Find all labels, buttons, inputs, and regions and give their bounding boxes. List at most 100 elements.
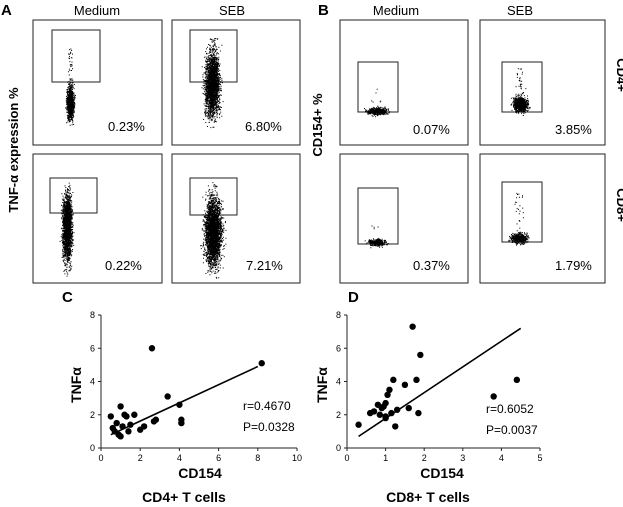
event-cloud bbox=[364, 88, 391, 118]
data-point bbox=[393, 406, 401, 413]
data-point bbox=[113, 419, 120, 427]
data-point bbox=[370, 408, 378, 415]
regression-line bbox=[110, 365, 259, 436]
x-tick-label: 5 bbox=[537, 453, 542, 463]
chart-c-stat-r: r=0.4670 bbox=[243, 399, 291, 413]
chart-d-ylabel: TNFα bbox=[314, 367, 330, 403]
data-point bbox=[409, 323, 416, 330]
panel-b-col-medium: Medium bbox=[373, 3, 419, 18]
data-point bbox=[392, 423, 399, 430]
data-point bbox=[148, 345, 156, 352]
event-cloud bbox=[200, 182, 227, 279]
pct-a-medium-cd8: 0.22% bbox=[105, 258, 142, 273]
flow-a-seb-cd4 bbox=[171, 19, 301, 146]
y-tick-label: 6 bbox=[90, 343, 95, 353]
data-point bbox=[178, 416, 185, 423]
x-tick-label: 2 bbox=[138, 453, 143, 463]
y-tick-label: 0 bbox=[336, 443, 341, 453]
gate-a1 bbox=[51, 29, 101, 83]
panel-a-col-medium: Medium bbox=[74, 3, 120, 18]
y-tick-label: 8 bbox=[90, 310, 95, 320]
x-tick-label: 3 bbox=[460, 453, 465, 463]
x-tick-label: 4 bbox=[177, 453, 182, 463]
pct-b-medium-cd8: 0.37% bbox=[413, 258, 450, 273]
gates bbox=[49, 29, 543, 245]
panel-b-ylabel: CD154+ % bbox=[310, 93, 325, 157]
panel-b-row-cd8: CD8+ bbox=[614, 188, 623, 222]
gate-a3 bbox=[49, 177, 98, 214]
data-point bbox=[107, 413, 115, 420]
data-point bbox=[117, 403, 124, 410]
data-point bbox=[131, 411, 138, 418]
pct-a-medium-cd4: 0.23% bbox=[108, 119, 145, 134]
pct-a-seb-cd8: 7.21% bbox=[246, 258, 283, 273]
x-tick-label: 2 bbox=[422, 453, 427, 463]
x-tick-label: 0 bbox=[344, 453, 349, 463]
data-point bbox=[382, 399, 389, 407]
panel-letter-c: C bbox=[62, 289, 73, 306]
x-tick-label: 4 bbox=[499, 453, 504, 463]
data-point bbox=[176, 401, 183, 408]
flow-b-seb-cd4 bbox=[479, 19, 606, 146]
flow-plots bbox=[32, 19, 606, 284]
x-tick-label: 10 bbox=[292, 453, 302, 463]
chart-c-stat-p: P=0.0328 bbox=[243, 420, 295, 434]
flow-b-medium-cd4 bbox=[339, 19, 469, 146]
data-point bbox=[127, 421, 134, 428]
scatter-chart-d: 0 1 2 3 4 5 0 2 4 6 8 bbox=[336, 310, 543, 463]
data-point bbox=[415, 409, 422, 417]
panel-a-col-seb: SEB bbox=[219, 3, 245, 18]
data-point bbox=[123, 413, 130, 420]
gate-b2 bbox=[501, 61, 543, 113]
chart-d-xlabel: CD154 bbox=[420, 465, 464, 481]
data-point bbox=[258, 360, 265, 367]
flow-b-seb-cd8 bbox=[479, 153, 606, 284]
data-point bbox=[390, 376, 397, 384]
data-point bbox=[384, 391, 391, 398]
pct-b-seb-cd4: 3.85% bbox=[555, 122, 592, 137]
data-point bbox=[513, 376, 521, 384]
y-tick-label: 6 bbox=[336, 343, 341, 353]
y-tick-label: 4 bbox=[336, 377, 341, 387]
data-point bbox=[490, 393, 497, 400]
panel-b-col-seb: SEB bbox=[507, 3, 533, 18]
event-cloud bbox=[201, 38, 224, 129]
data-point bbox=[119, 423, 126, 430]
panel-letter-d: D bbox=[348, 289, 359, 306]
data-point bbox=[150, 418, 158, 425]
panel-b-row-cd4: CD4+ bbox=[614, 58, 623, 92]
data-point bbox=[388, 409, 395, 417]
panel-a-ylabel: TNF-α expression % bbox=[6, 87, 21, 212]
data-point bbox=[140, 423, 148, 430]
data-point bbox=[164, 393, 171, 400]
data-point bbox=[401, 381, 409, 389]
data-point bbox=[386, 386, 393, 394]
data-point bbox=[125, 428, 132, 435]
chart-c-ylabel: TNFα bbox=[68, 367, 84, 403]
gate-b1 bbox=[357, 61, 399, 113]
pct-b-medium-cd4: 0.07% bbox=[413, 122, 450, 137]
data-point bbox=[376, 411, 384, 418]
event-cloud bbox=[65, 48, 76, 126]
y-tick-label: 2 bbox=[90, 410, 95, 420]
y-tick-label: 0 bbox=[90, 443, 95, 453]
gate-a4 bbox=[189, 177, 238, 216]
chart-d-caption: CD8+ T cells bbox=[386, 489, 470, 505]
y-tick-label: 8 bbox=[336, 310, 341, 320]
flow-a-medium-cd4 bbox=[32, 19, 163, 146]
data-point bbox=[405, 404, 412, 412]
x-tick-label: 6 bbox=[216, 453, 221, 463]
data-point bbox=[413, 376, 420, 384]
data-point bbox=[417, 351, 424, 359]
y-tick-label: 4 bbox=[90, 377, 95, 387]
x-tick-label: 8 bbox=[255, 453, 260, 463]
event-cloud bbox=[364, 225, 389, 249]
data-point bbox=[355, 421, 362, 428]
regression-line bbox=[358, 327, 522, 438]
y-tick-label: 2 bbox=[336, 410, 341, 420]
scatter-chart-c: 0 2 4 6 8 10 0 2 4 6 8 bbox=[90, 310, 302, 463]
pct-a-seb-cd4: 6.80% bbox=[245, 119, 282, 134]
chart-d-stat-r: r=0.6052 bbox=[486, 402, 534, 416]
flow-a-medium-cd8 bbox=[32, 153, 163, 284]
